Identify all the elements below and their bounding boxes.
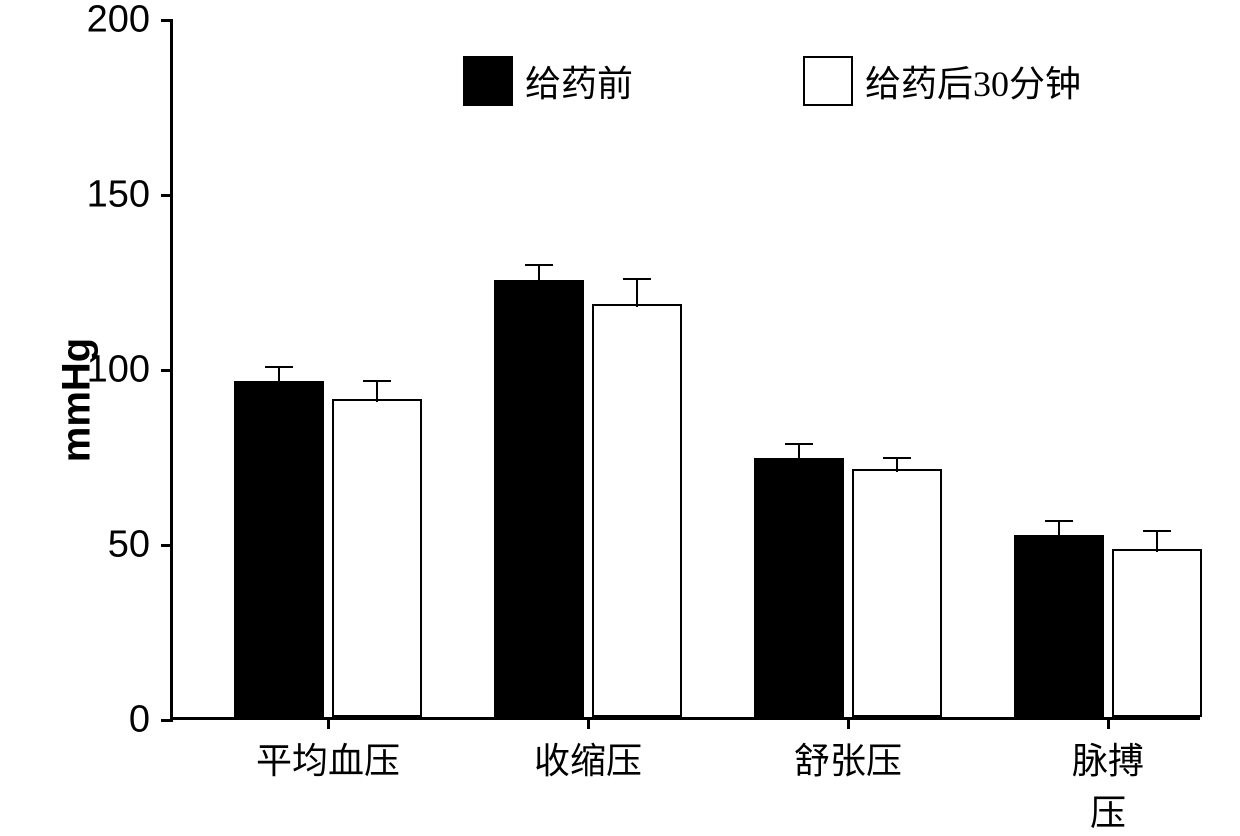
x-category-label: 脉搏压 <box>1062 732 1154 836</box>
bar <box>234 381 324 717</box>
legend-label: 给药前 <box>525 55 633 107</box>
bar <box>1112 549 1202 717</box>
error-bar <box>896 458 898 472</box>
bar <box>592 304 682 717</box>
blood-pressure-bar-chart: mmHg 050100150200平均血压收缩压舒张压脉搏压给药前给药后30分钟 <box>130 20 1210 780</box>
legend-swatch <box>803 56 853 106</box>
error-bar <box>1058 521 1060 539</box>
x-tick <box>587 717 590 729</box>
error-cap <box>265 366 293 368</box>
bar <box>852 469 942 718</box>
error-bar <box>376 381 378 402</box>
y-tick <box>161 19 173 22</box>
error-bar <box>278 367 280 385</box>
x-category-label: 收缩压 <box>534 732 642 784</box>
legend-label: 给药后30分钟 <box>865 55 1081 107</box>
y-tick-label: 200 <box>87 0 150 42</box>
error-cap <box>623 278 651 280</box>
x-tick <box>327 717 330 729</box>
y-tick-label: 100 <box>87 349 150 392</box>
y-tick <box>161 194 173 197</box>
error-cap <box>525 264 553 266</box>
y-tick <box>161 719 173 722</box>
y-tick <box>161 544 173 547</box>
legend-item: 给药后30分钟 <box>803 55 1081 107</box>
legend-item: 给药前 <box>463 55 633 107</box>
y-tick-label: 0 <box>129 699 150 742</box>
y-tick-label: 50 <box>108 524 150 567</box>
bar <box>754 458 844 717</box>
error-cap <box>883 457 911 459</box>
plot-area: 050100150200平均血压收缩压舒张压脉搏压给药前给药后30分钟 <box>170 20 1200 720</box>
error-cap <box>1045 520 1073 522</box>
x-category-label: 平均血压 <box>256 732 400 784</box>
y-tick <box>161 369 173 372</box>
error-cap <box>1143 530 1171 532</box>
x-tick <box>847 717 850 729</box>
error-cap <box>363 380 391 382</box>
error-bar <box>538 265 540 283</box>
legend-swatch <box>463 56 513 106</box>
bar <box>332 399 422 718</box>
x-category-label: 舒张压 <box>794 732 902 784</box>
x-tick <box>1107 717 1110 729</box>
error-bar <box>1156 531 1158 552</box>
error-bar <box>636 279 638 307</box>
error-cap <box>785 443 813 445</box>
y-tick-label: 150 <box>87 174 150 217</box>
bar <box>494 280 584 718</box>
bar <box>1014 535 1104 717</box>
error-bar <box>798 444 800 462</box>
